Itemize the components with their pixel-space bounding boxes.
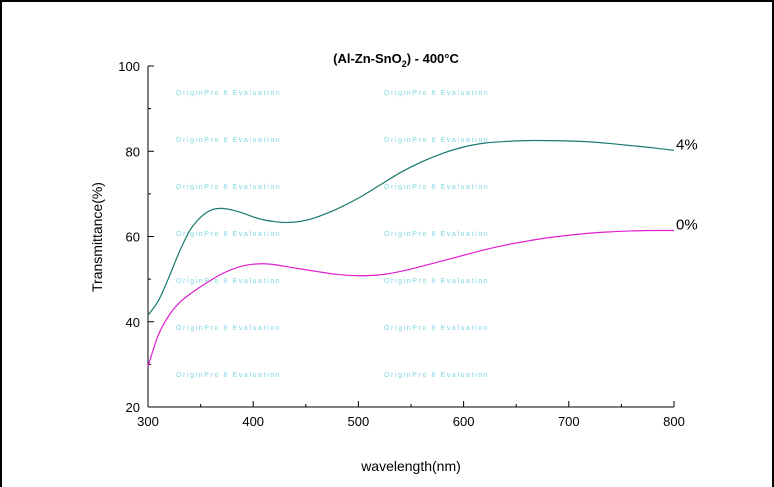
- x-tick-label-500: 500: [348, 414, 370, 429]
- series-label-4pct: 4%: [676, 136, 698, 153]
- tick-labels: 300 400 500 600 700 800 20 40 60 80 100: [118, 59, 685, 429]
- series-line-0pct: [147, 229, 675, 367]
- y-axis-title: Transmittance(%): [89, 182, 105, 292]
- watermark-8: OriginPro 8 Evaluation: [176, 278, 281, 285]
- x-tick-label-600: 600: [453, 414, 475, 429]
- chart-title: (Al-Zn-SnO2) - 400°C: [333, 51, 459, 69]
- x-tick-label-700: 700: [558, 414, 580, 429]
- series-layer: [147, 139, 675, 367]
- y-tick-label-20: 20: [126, 400, 140, 415]
- x-tick-label-300: 300: [137, 414, 159, 429]
- x-tick-label-400: 400: [242, 414, 264, 429]
- y-tick-label-100: 100: [118, 59, 140, 74]
- watermark-12: OriginPro 8 Evaluation: [176, 372, 281, 379]
- watermark-4: OriginPro 8 Evaluation: [176, 184, 281, 191]
- frame-border-right: [772, 0, 774, 487]
- frame-border-left: [0, 0, 2, 487]
- y-tick-label-40: 40: [126, 315, 140, 330]
- watermark-3: OriginPro 8 Evaluation: [384, 137, 489, 144]
- y-tick-label-60: 60: [126, 230, 140, 245]
- series-line-4pct: [147, 139, 675, 316]
- watermark-5: OriginPro 8 Evaluation: [384, 184, 489, 191]
- chart-title-suffix: ) - 400°C: [407, 51, 460, 66]
- watermark-10: OriginPro 8 Evaluation: [176, 325, 281, 332]
- x-axis-title: wavelength(nm): [360, 458, 461, 474]
- watermark-layer: OriginPro 8 Evaluation OriginPro 8 Evalua…: [176, 90, 489, 379]
- series-label-0pct: 0%: [676, 217, 698, 234]
- watermark-9: OriginPro 8 Evaluation: [384, 278, 489, 285]
- chart-title-subscript: 2: [402, 59, 407, 69]
- watermark-6: OriginPro 8 Evaluation: [176, 231, 281, 238]
- x-tick-label-800: 800: [663, 414, 685, 429]
- chart-title-main: (Al-Zn-SnO: [333, 51, 402, 66]
- watermark-1: OriginPro 8 Evaluation: [384, 90, 489, 97]
- plot-axes: [147, 65, 675, 408]
- watermark-0: OriginPro 8 Evaluation: [176, 90, 281, 97]
- watermark-2: OriginPro 8 Evaluation: [176, 137, 281, 144]
- y-tick-label-80: 80: [126, 144, 140, 159]
- watermark-13: OriginPro 8 Evaluation: [384, 372, 489, 379]
- frame-border-top: [0, 0, 774, 2]
- watermark-11: OriginPro 8 Evaluation: [384, 325, 489, 332]
- watermark-7: OriginPro 8 Evaluation: [384, 231, 489, 238]
